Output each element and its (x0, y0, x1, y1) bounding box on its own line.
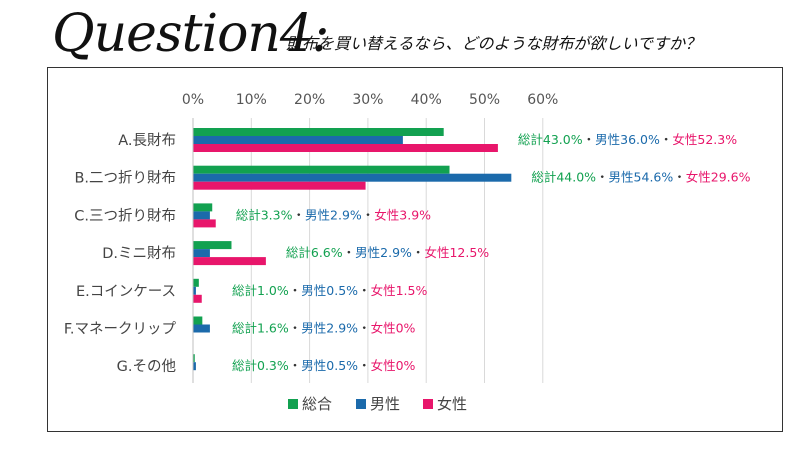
bar-female (193, 257, 266, 266)
category-label: D.ミニ財布 (102, 245, 176, 262)
data-label-female: 女性12.5% (424, 245, 489, 260)
x-tick-label: 50% (469, 92, 500, 108)
bar-total (193, 165, 450, 174)
bar-female (193, 219, 216, 228)
data-label-sep1: ・ (289, 283, 302, 298)
bar-male (193, 324, 210, 333)
data-label-male: 男性0.5% (301, 358, 358, 373)
bar-total (193, 241, 232, 250)
data-label-sep1: ・ (583, 132, 596, 147)
bar-female (193, 181, 366, 190)
data-label-male: 男性2.9% (301, 321, 358, 336)
data-label-male: 男性0.5% (301, 283, 358, 298)
data-label-male: 男性2.9% (355, 245, 412, 260)
legend-swatch-female (423, 399, 433, 409)
legend-swatch-total (288, 399, 298, 409)
data-label-sep2: ・ (358, 283, 371, 298)
data-label: 総計6.6%・男性2.9%・女性12.5% (286, 245, 489, 260)
bar-female (193, 294, 202, 303)
data-label-sep1: ・ (293, 207, 306, 222)
data-label: 総計44.0%・男性54.6%・女性29.6% (531, 170, 750, 185)
data-label: 総計1.6%・男性2.9%・女性0% (232, 321, 416, 336)
data-label-female: 女性1.5% (371, 283, 428, 298)
data-label-female: 女性52.3% (672, 132, 737, 147)
data-label-sep2: ・ (358, 358, 371, 373)
data-label: 総計0.3%・男性0.5%・女性0% (232, 358, 416, 373)
data-label-male: 男性2.9% (305, 207, 362, 222)
data-label: 総計1.0%・男性0.5%・女性1.5% (232, 283, 427, 298)
category-label: C.三つ折り財布 (74, 207, 176, 224)
legend-swatch-male (356, 399, 366, 409)
data-label: 総計3.3%・男性2.9%・女性3.9% (236, 207, 431, 222)
data-label-male: 男性54.6% (609, 170, 674, 185)
data-label-sep2: ・ (660, 132, 673, 147)
data-label-sep2: ・ (362, 207, 375, 222)
question-number-logo: Question4: (52, 4, 330, 64)
category-label: A.長財布 (118, 132, 176, 149)
x-tick-label: 40% (411, 92, 442, 108)
data-label-sep1: ・ (289, 358, 302, 373)
header: Question4: 財布を買い替えるなら、どのような財布が欲しいですか？ (0, 0, 806, 68)
data-label: 総計43.0%・男性36.0%・女性52.3% (518, 132, 737, 147)
data-label-total: 総計6.6% (286, 245, 343, 260)
bar-male (193, 286, 196, 295)
bar-total (193, 278, 199, 287)
category-label: E.コインケース (76, 283, 176, 300)
question-text: 財布を買い替えるなら、どのような財布が欲しいですか？ (286, 34, 702, 53)
category-label: B.二つ折り財布 (74, 170, 176, 187)
data-label-sep1: ・ (596, 170, 609, 185)
data-label-sep2: ・ (358, 321, 371, 336)
category-label: G.その他 (117, 358, 176, 375)
data-label-total: 総計44.0% (531, 170, 596, 185)
legend-label-total: 総合 (302, 395, 332, 413)
data-label-female: 女性3.9% (374, 207, 431, 222)
bar-total (193, 203, 213, 212)
category-label: F.マネークリップ (64, 321, 177, 338)
data-label-sep2: ・ (412, 245, 425, 260)
x-tick-label: 0% (182, 92, 204, 108)
bar-total (193, 316, 203, 325)
data-label-male: 男性36.0% (595, 132, 660, 147)
legend-label-male: 男性 (370, 395, 400, 413)
data-label-total: 総計43.0% (518, 132, 583, 147)
data-label-total: 総計0.3% (232, 358, 289, 373)
data-label-total: 総計1.6% (232, 321, 289, 336)
chart-frame (47, 67, 783, 432)
data-label-total: 総計3.3% (236, 207, 293, 222)
bar-male (193, 362, 196, 371)
x-tick-label: 60% (527, 92, 558, 108)
bar-male (193, 136, 403, 144)
data-label-sep1: ・ (343, 245, 356, 260)
bar-male (193, 173, 512, 182)
legend-label-female: 女性 (437, 395, 467, 413)
bar-female (193, 144, 498, 152)
data-label-total: 総計1.0% (232, 283, 289, 298)
x-tick-label: 30% (352, 92, 383, 108)
data-label-sep1: ・ (289, 321, 302, 336)
data-label-female: 女性0% (371, 321, 416, 336)
x-tick-label: 10% (236, 92, 267, 108)
bar-male (193, 211, 210, 220)
data-label-female: 女性29.6% (686, 170, 751, 185)
data-label-female: 女性0% (371, 358, 416, 373)
data-label-sep2: ・ (673, 170, 686, 185)
bar-total (193, 128, 444, 136)
bar-total (193, 354, 195, 363)
x-tick-label: 20% (294, 92, 325, 108)
bar-male (193, 249, 210, 258)
